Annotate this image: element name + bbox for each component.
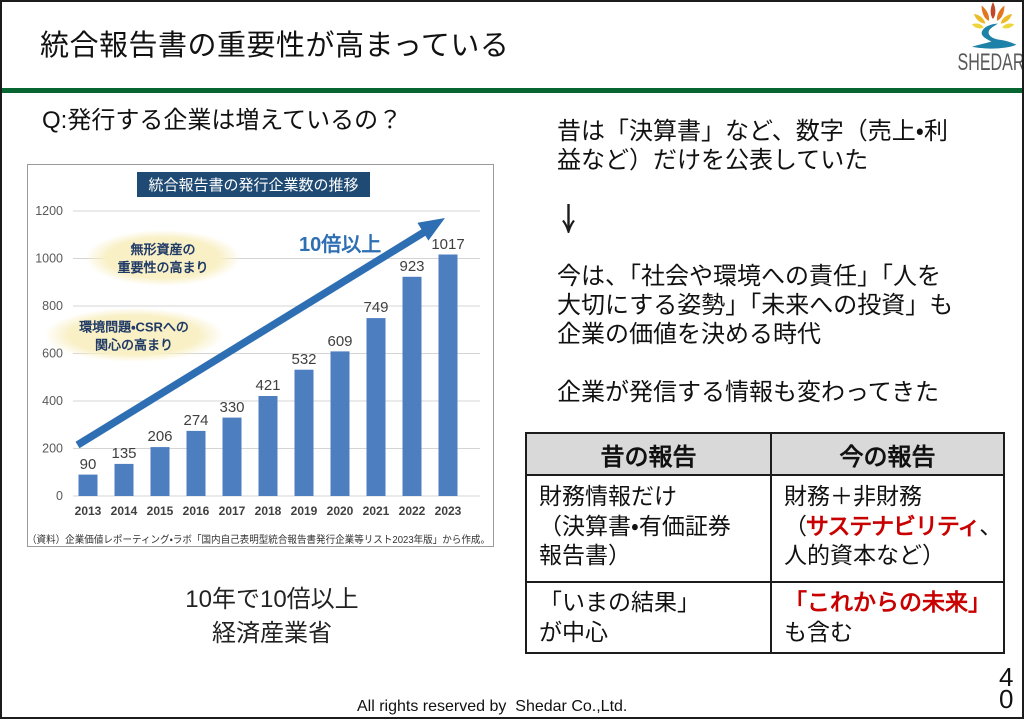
svg-text:800: 800 <box>42 299 63 313</box>
svg-text:421: 421 <box>255 377 280 394</box>
svg-text:2018: 2018 <box>255 504 282 518</box>
svg-text:2016: 2016 <box>183 504 210 518</box>
svg-text:1200: 1200 <box>35 204 63 218</box>
svg-text:関心の高まり: 関心の高まり <box>95 338 173 353</box>
svg-text:749: 749 <box>363 299 388 316</box>
svg-text:重要性の高まり: 重要性の高まり <box>117 260 208 275</box>
svg-text:無形資産の: 無形資産の <box>130 242 195 257</box>
svg-text:2023: 2023 <box>435 504 462 518</box>
svg-text:923: 923 <box>399 258 424 275</box>
svg-text:2013: 2013 <box>75 504 102 518</box>
svg-text:2022: 2022 <box>399 504 426 518</box>
svg-text:274: 274 <box>183 412 208 429</box>
svg-text:2017: 2017 <box>219 504 246 518</box>
svg-text:400: 400 <box>42 394 63 408</box>
svg-text:1017: 1017 <box>431 236 464 253</box>
svg-text:1000: 1000 <box>35 252 63 266</box>
svg-text:2020: 2020 <box>327 504 354 518</box>
svg-text:90: 90 <box>80 456 97 473</box>
svg-text:135: 135 <box>111 445 136 462</box>
svg-text:（資料）企業価値レポーティング・ラボ「国内自己表明型統合報告: （資料）企業価値レポーティング・ラボ「国内自己表明型統合報告書発行企業等リスト2… <box>27 533 490 546</box>
svg-text:SHEDAR: SHEDAR <box>958 49 1024 76</box>
svg-text:2015: 2015 <box>147 504 174 518</box>
svg-text:2021: 2021 <box>363 504 390 518</box>
svg-text:0: 0 <box>56 489 63 503</box>
svg-text:330: 330 <box>219 399 244 416</box>
svg-text:600: 600 <box>42 347 63 361</box>
svg-text:2019: 2019 <box>291 504 318 518</box>
svg-text:200: 200 <box>42 442 63 456</box>
svg-text:環境問題・CSRへの: 環境問題・CSRへの <box>79 320 189 335</box>
svg-text:609: 609 <box>327 333 352 350</box>
svg-text:2014: 2014 <box>111 504 138 518</box>
svg-text:532: 532 <box>291 351 316 368</box>
svg-text:統合報告書の発行企業数の推移: 統合報告書の発行企業数の推移 <box>148 177 358 194</box>
svg-text:206: 206 <box>147 428 172 445</box>
